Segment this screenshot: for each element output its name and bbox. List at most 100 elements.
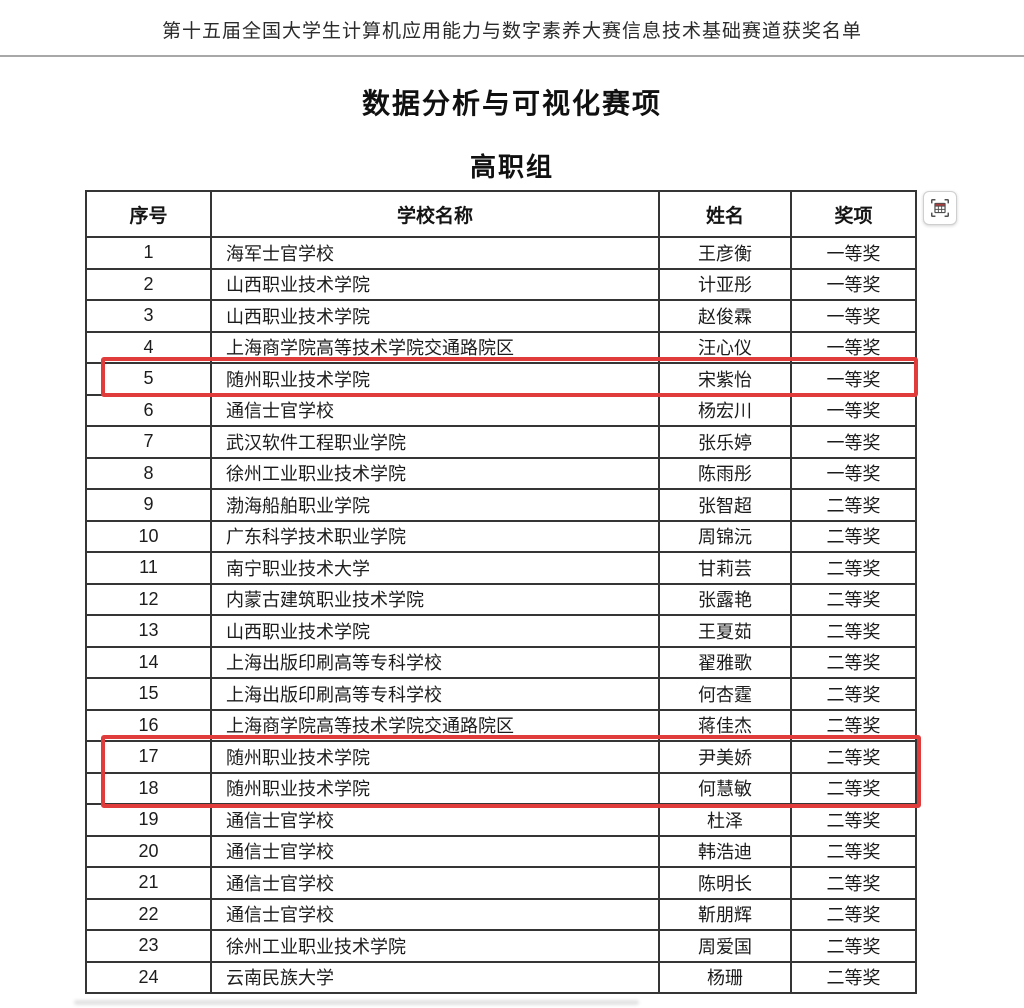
cell-award: 一等奖	[790, 456, 917, 490]
table-row: 6 通信士官学校 杨宏川 一等奖	[85, 393, 917, 427]
cell-name: 周锦沅	[658, 519, 792, 553]
cell-award: 一等奖	[790, 330, 917, 364]
cell-school: 通信士官学校	[210, 803, 660, 837]
cell-school: 武汉软件工程职业学院	[210, 425, 660, 459]
cell-school: 上海商学院高等技术学院交通路院区	[210, 708, 660, 742]
cell-school: 渤海船舶职业学院	[210, 488, 660, 522]
cell-no: 11	[85, 551, 212, 585]
cell-award: 二等奖	[790, 834, 917, 868]
cell-award: 二等奖	[790, 897, 917, 931]
cell-school: 南宁职业技术大学	[210, 551, 660, 585]
cell-name: 蒋佳杰	[658, 708, 792, 742]
title-divider	[0, 55, 1024, 57]
cell-no: 23	[85, 929, 212, 963]
cell-award: 二等奖	[790, 488, 917, 522]
table-row: 20 通信士官学校 韩浩迪 二等奖	[85, 834, 917, 868]
cell-no: 15	[85, 677, 212, 711]
page-bottom-shadow	[74, 1000, 639, 1005]
cell-award: 二等奖	[790, 803, 917, 837]
cell-no: 9	[85, 488, 212, 522]
table-row: 9 渤海船舶职业学院 张智超 二等奖	[85, 488, 917, 522]
cell-school: 通信士官学校	[210, 897, 660, 931]
cell-school: 云南民族大学	[210, 960, 660, 994]
cell-name: 韩浩迪	[658, 834, 792, 868]
cell-name: 陈明长	[658, 866, 792, 900]
table-row: 17 随州职业技术学院 尹美娇 二等奖	[85, 740, 917, 774]
table-capture-button[interactable]	[923, 191, 957, 225]
cell-name: 甘莉芸	[658, 551, 792, 585]
table-row: 21 通信士官学校 陈明长 二等奖	[85, 866, 917, 900]
cell-award: 一等奖	[790, 299, 917, 333]
cell-name: 何慧敏	[658, 771, 792, 805]
cell-award: 二等奖	[790, 614, 917, 648]
cell-name: 尹美娇	[658, 740, 792, 774]
table-row: 7 武汉软件工程职业学院 张乐婷 一等奖	[85, 425, 917, 459]
table-row: 24 云南民族大学 杨珊 二等奖	[85, 960, 917, 994]
col-header-school: 学校名称	[210, 190, 660, 238]
table-row: 4 上海商学院高等技术学院交通路院区 汪心仪 一等奖	[85, 330, 917, 364]
table-row: 19 通信士官学校 杜泽 二等奖	[85, 803, 917, 837]
cell-name: 杜泽	[658, 803, 792, 837]
cell-name: 张乐婷	[658, 425, 792, 459]
cell-name: 陈雨彤	[658, 456, 792, 490]
cell-no: 7	[85, 425, 212, 459]
cell-school: 海军士官学校	[210, 236, 660, 270]
cell-name: 杨珊	[658, 960, 792, 994]
cell-name: 宋紫怡	[658, 362, 792, 396]
cell-award: 一等奖	[790, 236, 917, 270]
table-header-row: 序号 学校名称 姓名 奖项	[85, 190, 917, 238]
cell-award: 一等奖	[790, 425, 917, 459]
cell-school: 通信士官学校	[210, 393, 660, 427]
cell-award: 二等奖	[790, 551, 917, 585]
col-header-no: 序号	[85, 190, 212, 238]
cell-no: 19	[85, 803, 212, 837]
cell-award: 二等奖	[790, 929, 917, 963]
cell-name: 杨宏川	[658, 393, 792, 427]
cell-no: 6	[85, 393, 212, 427]
col-header-award: 奖项	[790, 190, 917, 238]
table-row: 8 徐州工业职业技术学院 陈雨彤 一等奖	[85, 456, 917, 490]
cell-award: 一等奖	[790, 267, 917, 301]
cell-no: 21	[85, 866, 212, 900]
cell-no: 20	[85, 834, 212, 868]
cell-award: 二等奖	[790, 866, 917, 900]
cell-award: 二等奖	[790, 519, 917, 553]
cell-no: 17	[85, 740, 212, 774]
table-capture-icon	[931, 199, 949, 217]
cell-no: 16	[85, 708, 212, 742]
cell-award: 二等奖	[790, 677, 917, 711]
table-row: 18 随州职业技术学院 何慧敏 二等奖	[85, 771, 917, 805]
cell-no: 3	[85, 299, 212, 333]
cell-no: 10	[85, 519, 212, 553]
cell-no: 5	[85, 362, 212, 396]
cell-school: 山西职业技术学院	[210, 267, 660, 301]
cell-no: 13	[85, 614, 212, 648]
table-row: 5 随州职业技术学院 宋紫怡 一等奖	[85, 362, 917, 396]
cell-no: 2	[85, 267, 212, 301]
cell-school: 上海出版印刷高等专科学校	[210, 645, 660, 679]
cell-no: 1	[85, 236, 212, 270]
cell-name: 何杏霆	[658, 677, 792, 711]
cell-award: 二等奖	[790, 645, 917, 679]
section-title: 数据分析与可视化赛项	[361, 88, 662, 119]
cell-school: 广东科学技术职业学院	[210, 519, 660, 553]
cell-name: 靳朋辉	[658, 897, 792, 931]
cell-school: 山西职业技术学院	[210, 614, 660, 648]
cell-school: 内蒙古建筑职业技术学院	[210, 582, 660, 616]
cell-award: 一等奖	[790, 362, 917, 396]
cell-school: 上海出版印刷高等专科学校	[210, 677, 660, 711]
table-row: 23 徐州工业职业技术学院 周爱国 二等奖	[85, 929, 917, 963]
cell-school: 随州职业技术学院	[210, 771, 660, 805]
table-row: 16 上海商学院高等技术学院交通路院区 蒋佳杰 二等奖	[85, 708, 917, 742]
cell-school: 上海商学院高等技术学院交通路院区	[210, 330, 660, 364]
table-row: 10 广东科学技术职业学院 周锦沅 二等奖	[85, 519, 917, 553]
cell-award: 二等奖	[790, 708, 917, 742]
cell-no: 24	[85, 960, 212, 994]
cell-name: 张露艳	[658, 582, 792, 616]
cell-name: 计亚彤	[658, 267, 792, 301]
cell-no: 18	[85, 771, 212, 805]
cell-award: 二等奖	[790, 740, 917, 774]
cell-school: 通信士官学校	[210, 866, 660, 900]
cell-no: 12	[85, 582, 212, 616]
